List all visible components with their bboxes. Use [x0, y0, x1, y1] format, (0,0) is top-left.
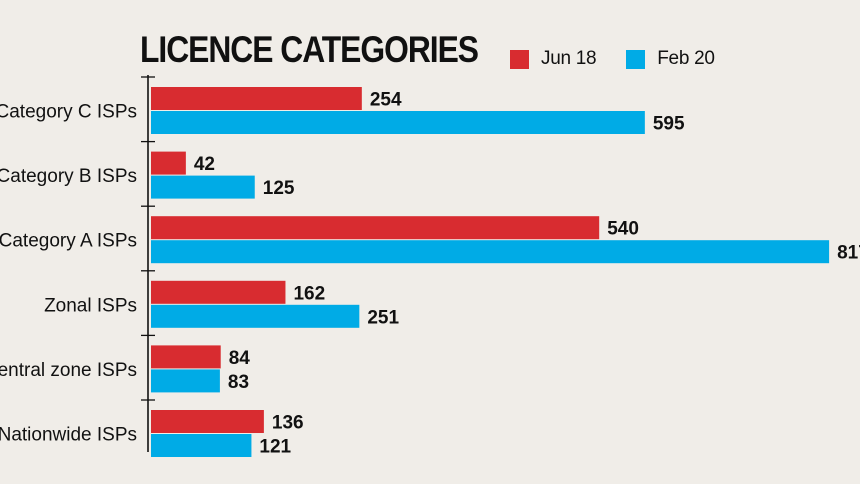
category-label-category-c-isps: Category C ISPs	[0, 102, 137, 123]
data-label-category-c-isps-jun-18: 254	[370, 90, 402, 111]
bar-category-a-isps-jun-18	[151, 216, 600, 240]
legend-item-jun18: Jun 18	[510, 48, 597, 70]
bar-category-c-isps-feb-20	[151, 111, 645, 134]
category-label-central-zone-isps: Central zone ISPs	[0, 360, 137, 381]
legend-label-feb20: Feb 20	[657, 48, 715, 69]
chart-title: LICENCE CATEGORIES	[140, 29, 479, 70]
legend-label-jun18: Jun 18	[541, 48, 597, 69]
data-label-category-c-isps-feb-20: 595	[653, 114, 685, 135]
data-label-nationwide-isps-jun-18: 136	[272, 413, 304, 434]
data-label-zonal-isps-jun-18: 162	[293, 283, 325, 304]
data-label-category-b-isps-feb-20: 125	[263, 178, 295, 199]
category-label-nationwide-isps: Nationwide ISPs	[0, 425, 137, 446]
bar-zonal-isps-jun-18	[151, 280, 286, 304]
data-label-category-a-isps-jun-18: 540	[607, 219, 639, 240]
data-label-zonal-isps-feb-20: 251	[367, 307, 399, 328]
data-label-category-b-isps-jun-18: 42	[194, 154, 215, 175]
bar-nationwide-isps-feb-20	[151, 434, 252, 457]
category-label-zonal-isps: Zonal ISPs	[44, 295, 137, 316]
data-label-central-zone-isps-feb-20: 83	[228, 372, 249, 393]
bar-central-zone-isps-feb-20	[151, 369, 220, 393]
bar-category-c-isps-jun-18	[151, 87, 362, 110]
bar-category-b-isps-feb-20	[151, 175, 255, 199]
data-label-central-zone-isps-jun-18: 84	[229, 348, 251, 369]
chart-legend: Jun 18 Feb 20	[510, 48, 745, 70]
category-label-category-a-isps: Category A ISPs	[0, 231, 137, 252]
legend-swatch-jun18	[510, 49, 529, 69]
bar-category-b-isps-jun-18	[151, 151, 186, 175]
legend-item-feb20: Feb 20	[626, 48, 715, 70]
category-label-category-b-isps: Category B ISPs	[0, 166, 137, 187]
bar-zonal-isps-feb-20	[151, 304, 360, 328]
bar-central-zone-isps-jun-18	[151, 345, 221, 369]
legend-swatch-feb20	[626, 49, 646, 69]
bar-category-a-isps-feb-20	[151, 240, 830, 264]
data-label-nationwide-isps-feb-20: 121	[259, 437, 291, 458]
data-label-category-a-isps-feb-20: 817	[837, 243, 860, 264]
bar-nationwide-isps-jun-18	[151, 410, 264, 433]
